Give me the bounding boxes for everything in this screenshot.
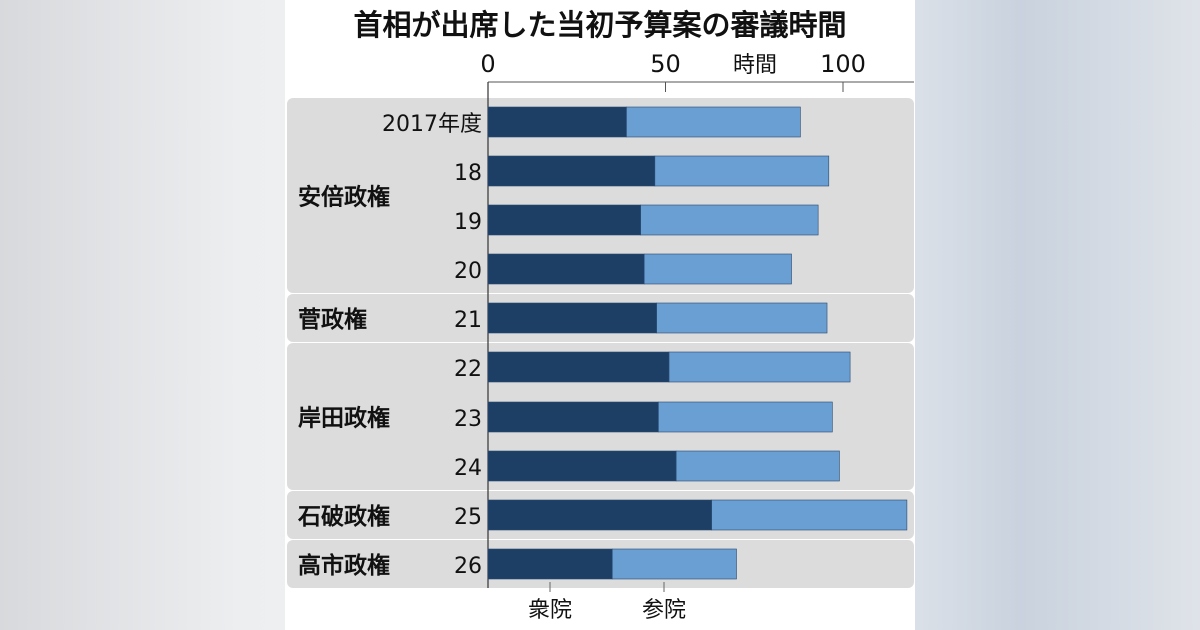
bar-shuin bbox=[487, 351, 670, 383]
x-tick-label: 50 bbox=[650, 50, 681, 78]
chart-title: 首相が出席した当初予算案の審議時間 bbox=[353, 8, 846, 42]
category-label: 25 bbox=[454, 505, 482, 530]
category-label: 21 bbox=[454, 308, 482, 333]
legend-label: 参院 bbox=[642, 598, 686, 623]
x-tick-label: 100 bbox=[820, 50, 866, 78]
group-label: 菅政権 bbox=[298, 306, 367, 333]
category-label: 23 bbox=[454, 407, 482, 432]
category-label: 22 bbox=[454, 357, 482, 382]
bar-shuin bbox=[487, 302, 657, 334]
bar-shuin bbox=[487, 253, 645, 285]
bar-sangiin bbox=[640, 204, 819, 236]
x-tick-label: 0 bbox=[480, 50, 495, 78]
group-label: 石破政権 bbox=[297, 503, 390, 530]
x-axis-unit: 時間 bbox=[733, 53, 777, 78]
bar-shuin bbox=[487, 401, 659, 433]
bar-sangiin bbox=[643, 253, 792, 285]
bar-sangiin bbox=[611, 548, 737, 580]
bar-sangiin bbox=[654, 155, 830, 187]
group-panel bbox=[287, 98, 914, 293]
bar-sangiin bbox=[626, 106, 801, 138]
bar-sangiin bbox=[656, 302, 828, 334]
bar-shuin bbox=[487, 450, 677, 482]
bar-shuin bbox=[487, 106, 627, 138]
group-label: 岸田政権 bbox=[298, 405, 390, 432]
group-label: 安倍政権 bbox=[298, 184, 390, 211]
bar-shuin bbox=[487, 204, 641, 236]
bar-shuin bbox=[487, 548, 613, 580]
bar-sangiin bbox=[711, 499, 908, 531]
legend-label: 衆院 bbox=[528, 598, 572, 623]
bar-sangiin bbox=[675, 450, 840, 482]
bar-shuin bbox=[487, 499, 712, 531]
bar-sangiin bbox=[668, 351, 851, 383]
category-label: 2017年度 bbox=[382, 112, 482, 137]
category-label: 19 bbox=[454, 210, 482, 235]
category-label: 18 bbox=[454, 161, 482, 186]
category-label: 24 bbox=[454, 456, 482, 481]
bar-sangiin bbox=[658, 401, 833, 433]
category-label: 26 bbox=[454, 554, 482, 579]
bar-shuin bbox=[487, 155, 656, 187]
category-label: 20 bbox=[454, 259, 482, 284]
group-label: 高市政権 bbox=[298, 552, 390, 579]
